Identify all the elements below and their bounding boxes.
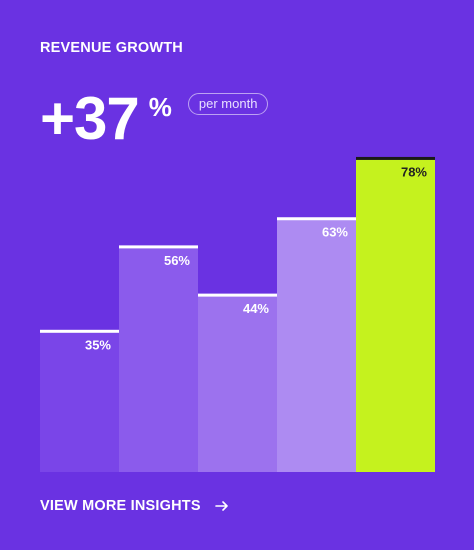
arrow-right-icon <box>214 499 229 513</box>
card-title: REVENUE GROWTH <box>40 40 183 56</box>
bar-top-line-3 <box>198 293 277 297</box>
bar-5 <box>356 158 435 472</box>
bar-1 <box>40 331 119 472</box>
bar-value-label-5: 78% <box>401 164 427 179</box>
kpi-value: +37 <box>40 85 140 152</box>
bar-top-line-5 <box>356 156 435 160</box>
bar-4 <box>277 218 356 472</box>
bar-value-label-3: 44% <box>243 301 269 316</box>
bar-top-line-1 <box>40 329 119 333</box>
bar-value-label-2: 56% <box>164 253 190 268</box>
bar-top-line-4 <box>277 217 356 221</box>
bar-3 <box>198 295 277 472</box>
view-more-insights-label: VIEW MORE INSIGHTS <box>40 498 201 514</box>
kpi-unit: % <box>148 92 172 122</box>
bar-2 <box>119 246 198 472</box>
bar-value-label-4: 63% <box>322 225 348 240</box>
bar-top-line-2 <box>119 245 198 249</box>
bar-value-label-1: 35% <box>85 337 111 352</box>
kpi-badge: per month <box>187 93 269 115</box>
kpi-block: +37 % per month <box>40 85 269 152</box>
view-more-insights-link[interactable]: VIEW MORE INSIGHTS <box>40 498 229 514</box>
